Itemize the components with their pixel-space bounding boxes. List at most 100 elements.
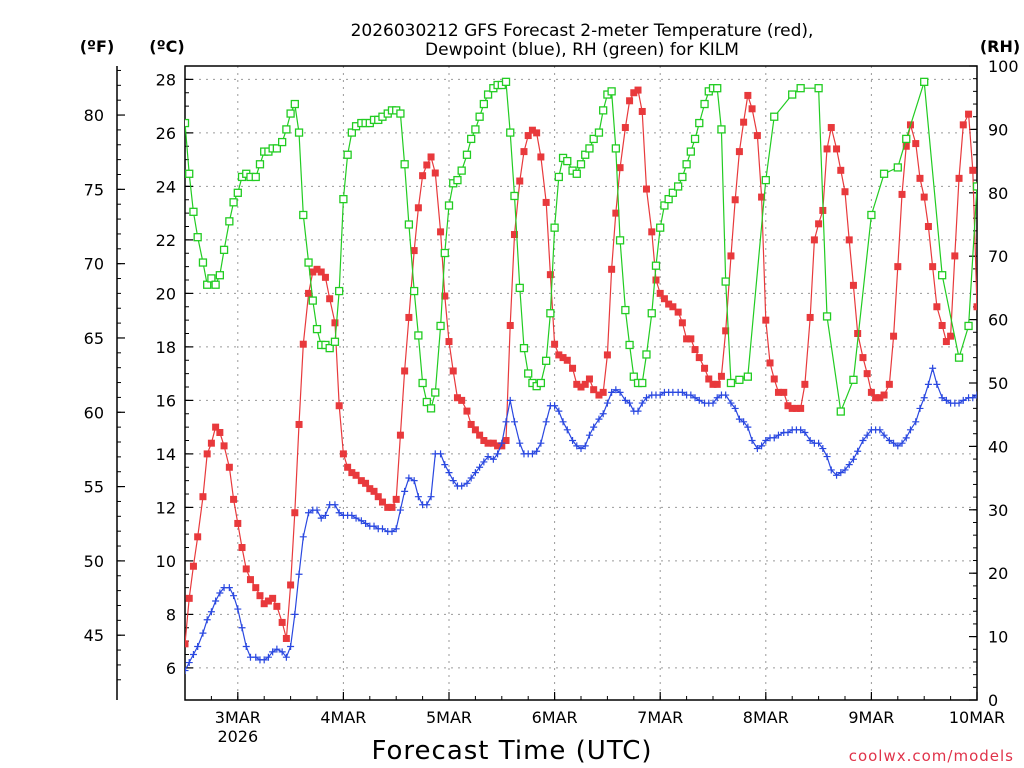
- temperature-point: [335, 402, 343, 410]
- temperature-point: [392, 495, 400, 503]
- rh-point: [462, 150, 472, 159]
- temperature-point: [516, 177, 524, 185]
- temperature-point: [453, 394, 461, 402]
- dewpoint-point: [392, 525, 400, 533]
- rh-point: [599, 106, 608, 115]
- temperature-point: [894, 263, 902, 271]
- temperature-point: [955, 174, 963, 182]
- dewpoint-point: [410, 477, 418, 485]
- dewpoint-point: [463, 479, 471, 487]
- dewpoint-point: [837, 469, 845, 477]
- dewpoint-point: [691, 394, 699, 402]
- rh-point: [585, 144, 594, 153]
- dewpoint-point: [441, 461, 449, 469]
- temperature-point: [753, 132, 761, 140]
- dewpoint-point: [969, 394, 977, 402]
- dewpoint-point: [642, 394, 650, 402]
- rh-tick-label: 90: [988, 120, 1008, 139]
- temperature-point: [321, 273, 329, 281]
- dewpoint-point: [902, 434, 910, 442]
- dewpoint-point: [362, 519, 370, 527]
- rh-point: [414, 331, 423, 340]
- dewpoint-point: [533, 447, 541, 455]
- rh-point: [211, 280, 220, 289]
- dewpoint-point: [484, 453, 492, 461]
- rh-point: [396, 109, 405, 118]
- temperature-point: [920, 193, 928, 201]
- temperature-point: [252, 584, 260, 592]
- rh-line: [185, 80, 977, 414]
- rh-point: [690, 134, 700, 144]
- temperature-point: [849, 281, 857, 289]
- temperature-point: [880, 391, 888, 399]
- rh-point: [479, 99, 488, 109]
- temperature-point: [890, 332, 898, 340]
- rh-point: [879, 169, 889, 178]
- dewpoint-point: [498, 439, 506, 447]
- rh-point: [589, 134, 598, 144]
- temperature-point: [758, 193, 766, 201]
- temperature-point: [295, 420, 303, 428]
- temperature-point: [577, 383, 585, 391]
- temperature-point: [510, 231, 518, 239]
- chart-title-line-2: Dewpoint (blue), RH (green) for KILM: [425, 40, 739, 60]
- temperature-point: [326, 295, 334, 303]
- temperature-point: [797, 404, 805, 412]
- dewpoint-point: [299, 533, 307, 541]
- temperature-point: [212, 423, 220, 431]
- dewpoint-point: [916, 404, 924, 412]
- rh-point: [761, 175, 770, 185]
- dewpoint-point: [938, 394, 946, 402]
- temperature-point: [467, 420, 475, 428]
- dewpoint-point: [735, 415, 743, 423]
- fahrenheit-tick-label: 70: [84, 255, 104, 274]
- temperature-point: [841, 188, 849, 196]
- dewpoint-point: [331, 501, 339, 509]
- temperature-point: [524, 132, 532, 140]
- dewpoint-point: [528, 450, 536, 458]
- rh-point: [581, 150, 590, 159]
- dewpoint-point: [352, 514, 360, 522]
- rh-point: [964, 321, 973, 331]
- temperature-point: [674, 308, 682, 316]
- celsius-tick-label: 12: [156, 498, 176, 517]
- temperature-point: [740, 118, 748, 126]
- rh-point: [219, 245, 229, 255]
- rh-point: [483, 90, 493, 99]
- temperature-point: [885, 380, 893, 388]
- temperature-point: [282, 634, 290, 642]
- temperature-point: [792, 404, 800, 412]
- temperature-point: [608, 265, 616, 273]
- temperature-point: [502, 437, 510, 445]
- temperature-point: [384, 503, 392, 511]
- celsius-tick-label: 22: [156, 231, 176, 250]
- dewpoint-point: [510, 418, 518, 426]
- dewpoint-point: [603, 399, 611, 407]
- rh-point: [431, 388, 440, 397]
- dewpoint-point: [321, 511, 329, 519]
- temperature-point: [705, 375, 713, 383]
- temperature-point: [898, 190, 906, 198]
- rh-point: [954, 353, 964, 362]
- temperature-point: [484, 439, 492, 447]
- dewpoint-line: [185, 365, 977, 671]
- temperature-point: [362, 479, 370, 487]
- rh-point: [255, 160, 265, 169]
- rh-point: [686, 147, 695, 156]
- dewpoint-point: [378, 525, 386, 533]
- temperature-point: [854, 330, 862, 338]
- dewpoint-point: [612, 386, 620, 394]
- dewpoint-point: [471, 469, 479, 477]
- rh-point: [682, 160, 691, 169]
- temperature-point: [559, 354, 567, 362]
- temperature-point: [665, 300, 673, 308]
- dewpoint-point: [581, 442, 589, 450]
- dewpoint-point: [744, 423, 752, 431]
- rh-point: [735, 375, 744, 384]
- temperature-point: [744, 91, 752, 99]
- temperature-point: [246, 576, 254, 584]
- temperature-point: [801, 380, 809, 388]
- temperature-point: [652, 276, 660, 284]
- dewpoint-point: [621, 396, 629, 404]
